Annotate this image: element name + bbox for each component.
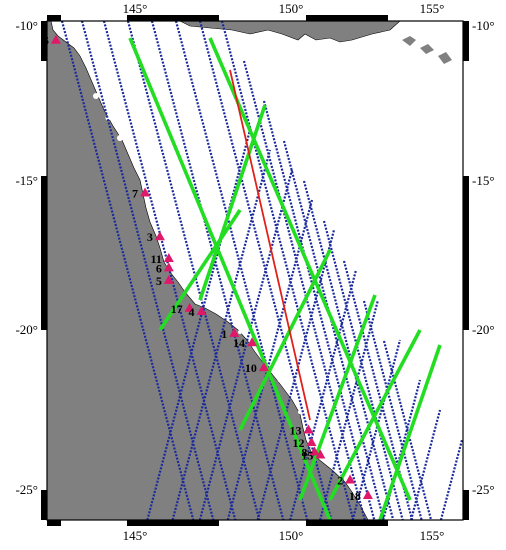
station-label-8: 8 xyxy=(301,445,307,459)
track-green-7 xyxy=(378,344,442,520)
left-label-20: -20° xyxy=(15,322,38,337)
station-marker-11 xyxy=(163,253,174,263)
track-blue-asc-0 xyxy=(146,129,252,520)
station-label-13: 13 xyxy=(289,424,301,438)
track-blue-asc-5 xyxy=(289,269,358,520)
station-marker-18 xyxy=(362,490,373,500)
top-label-155: 155° xyxy=(420,1,445,16)
station-marker-15 xyxy=(315,449,326,459)
track-blue-asc-9 xyxy=(409,409,442,520)
station-marker-7 xyxy=(140,187,151,197)
track-blue-desc-12 xyxy=(322,220,404,520)
track-green-0 xyxy=(128,37,332,520)
station-marker-1 xyxy=(229,327,240,337)
right-label-15: -15° xyxy=(472,173,495,188)
tracks-blue-layer xyxy=(60,21,463,520)
station-label-14: 14 xyxy=(233,336,245,350)
island-group-2 xyxy=(420,44,434,54)
track-blue-desc-14 xyxy=(362,300,423,520)
station-marker-4 xyxy=(196,306,207,316)
track-blue-desc-5 xyxy=(174,21,309,520)
left-label-15: -15° xyxy=(15,173,38,188)
track-blue-asc-3 xyxy=(226,199,314,520)
station-marker-17 xyxy=(184,302,195,312)
track-blue-desc-13 xyxy=(342,260,414,520)
station-label-5: 5 xyxy=(156,274,162,288)
station-marker-5 xyxy=(163,274,174,284)
station-label-4: 4 xyxy=(189,305,195,319)
station-marker-14 xyxy=(247,337,258,347)
bottom-label-155: 155° xyxy=(420,528,445,543)
station-marker-16 xyxy=(50,34,61,44)
station-marker-13 xyxy=(303,424,314,434)
track-blue-desc-2 xyxy=(102,21,237,520)
left-label-25: -25° xyxy=(15,482,38,497)
top-label-145: 145° xyxy=(123,1,148,16)
station-label-12: 12 xyxy=(292,436,304,450)
left-label-10: -10° xyxy=(15,18,38,33)
track-green-2 xyxy=(158,209,242,331)
tracks-green-layer xyxy=(128,37,442,520)
station-label-18: 18 xyxy=(349,489,361,503)
station-marker-10 xyxy=(258,362,269,372)
track-green-1 xyxy=(208,37,412,501)
track-green-6 xyxy=(328,329,422,501)
station-marker-12 xyxy=(306,437,317,447)
station-label-17: 17 xyxy=(171,302,183,316)
right-label-25: -25° xyxy=(472,482,495,497)
track-blue-desc-0 xyxy=(60,21,195,520)
track-green-3 xyxy=(198,104,267,301)
border-bars xyxy=(41,15,469,526)
bottom-label-145: 145° xyxy=(123,528,148,543)
tracks-red-layer xyxy=(229,69,311,421)
station-label-2: 2 xyxy=(337,473,343,487)
island-group-3 xyxy=(438,52,452,64)
right-label-10: -10° xyxy=(472,18,495,33)
station-marker-8 xyxy=(309,446,320,456)
station-label-16: 16 xyxy=(37,34,49,48)
track-blue-desc-6 xyxy=(198,21,333,520)
station-marker-6 xyxy=(163,262,174,272)
station-label-6: 6 xyxy=(156,261,162,275)
track-blue-asc-1 xyxy=(171,149,272,520)
track-blue-desc-1 xyxy=(80,21,215,520)
track-green-5 xyxy=(298,294,377,501)
track-blue-asc-7 xyxy=(351,339,402,520)
track-blue-asc-2 xyxy=(198,169,294,520)
track-blue-desc-11 xyxy=(302,180,395,520)
bottom-label-150: 150° xyxy=(279,528,304,543)
station-marker-3 xyxy=(154,231,165,241)
station-label-15: 15 xyxy=(301,449,313,463)
track-blue-desc-10 xyxy=(282,140,385,520)
station-marker-2 xyxy=(345,474,356,484)
station-label-1: 1 xyxy=(221,327,227,341)
island-group xyxy=(402,36,416,46)
track-blue-desc-7 xyxy=(220,21,355,520)
track-blue-desc-8 xyxy=(242,60,366,520)
track-blue-asc-8 xyxy=(382,379,422,520)
track-blue-asc-6 xyxy=(319,299,380,520)
station-label-11: 11 xyxy=(150,252,161,266)
station-label-10: 10 xyxy=(245,361,257,375)
station-label-7: 7 xyxy=(132,187,138,201)
reef-speckles xyxy=(93,93,302,414)
right-label-20: -20° xyxy=(472,322,495,337)
track-blue-desc-3 xyxy=(126,21,261,520)
station-label-3: 3 xyxy=(147,230,153,244)
track-red-0 xyxy=(229,69,311,421)
top-label-150: 150° xyxy=(279,1,304,16)
track-green-4 xyxy=(238,249,332,431)
track-blue-desc-4 xyxy=(150,21,285,520)
track-blue-asc-4 xyxy=(256,229,336,520)
